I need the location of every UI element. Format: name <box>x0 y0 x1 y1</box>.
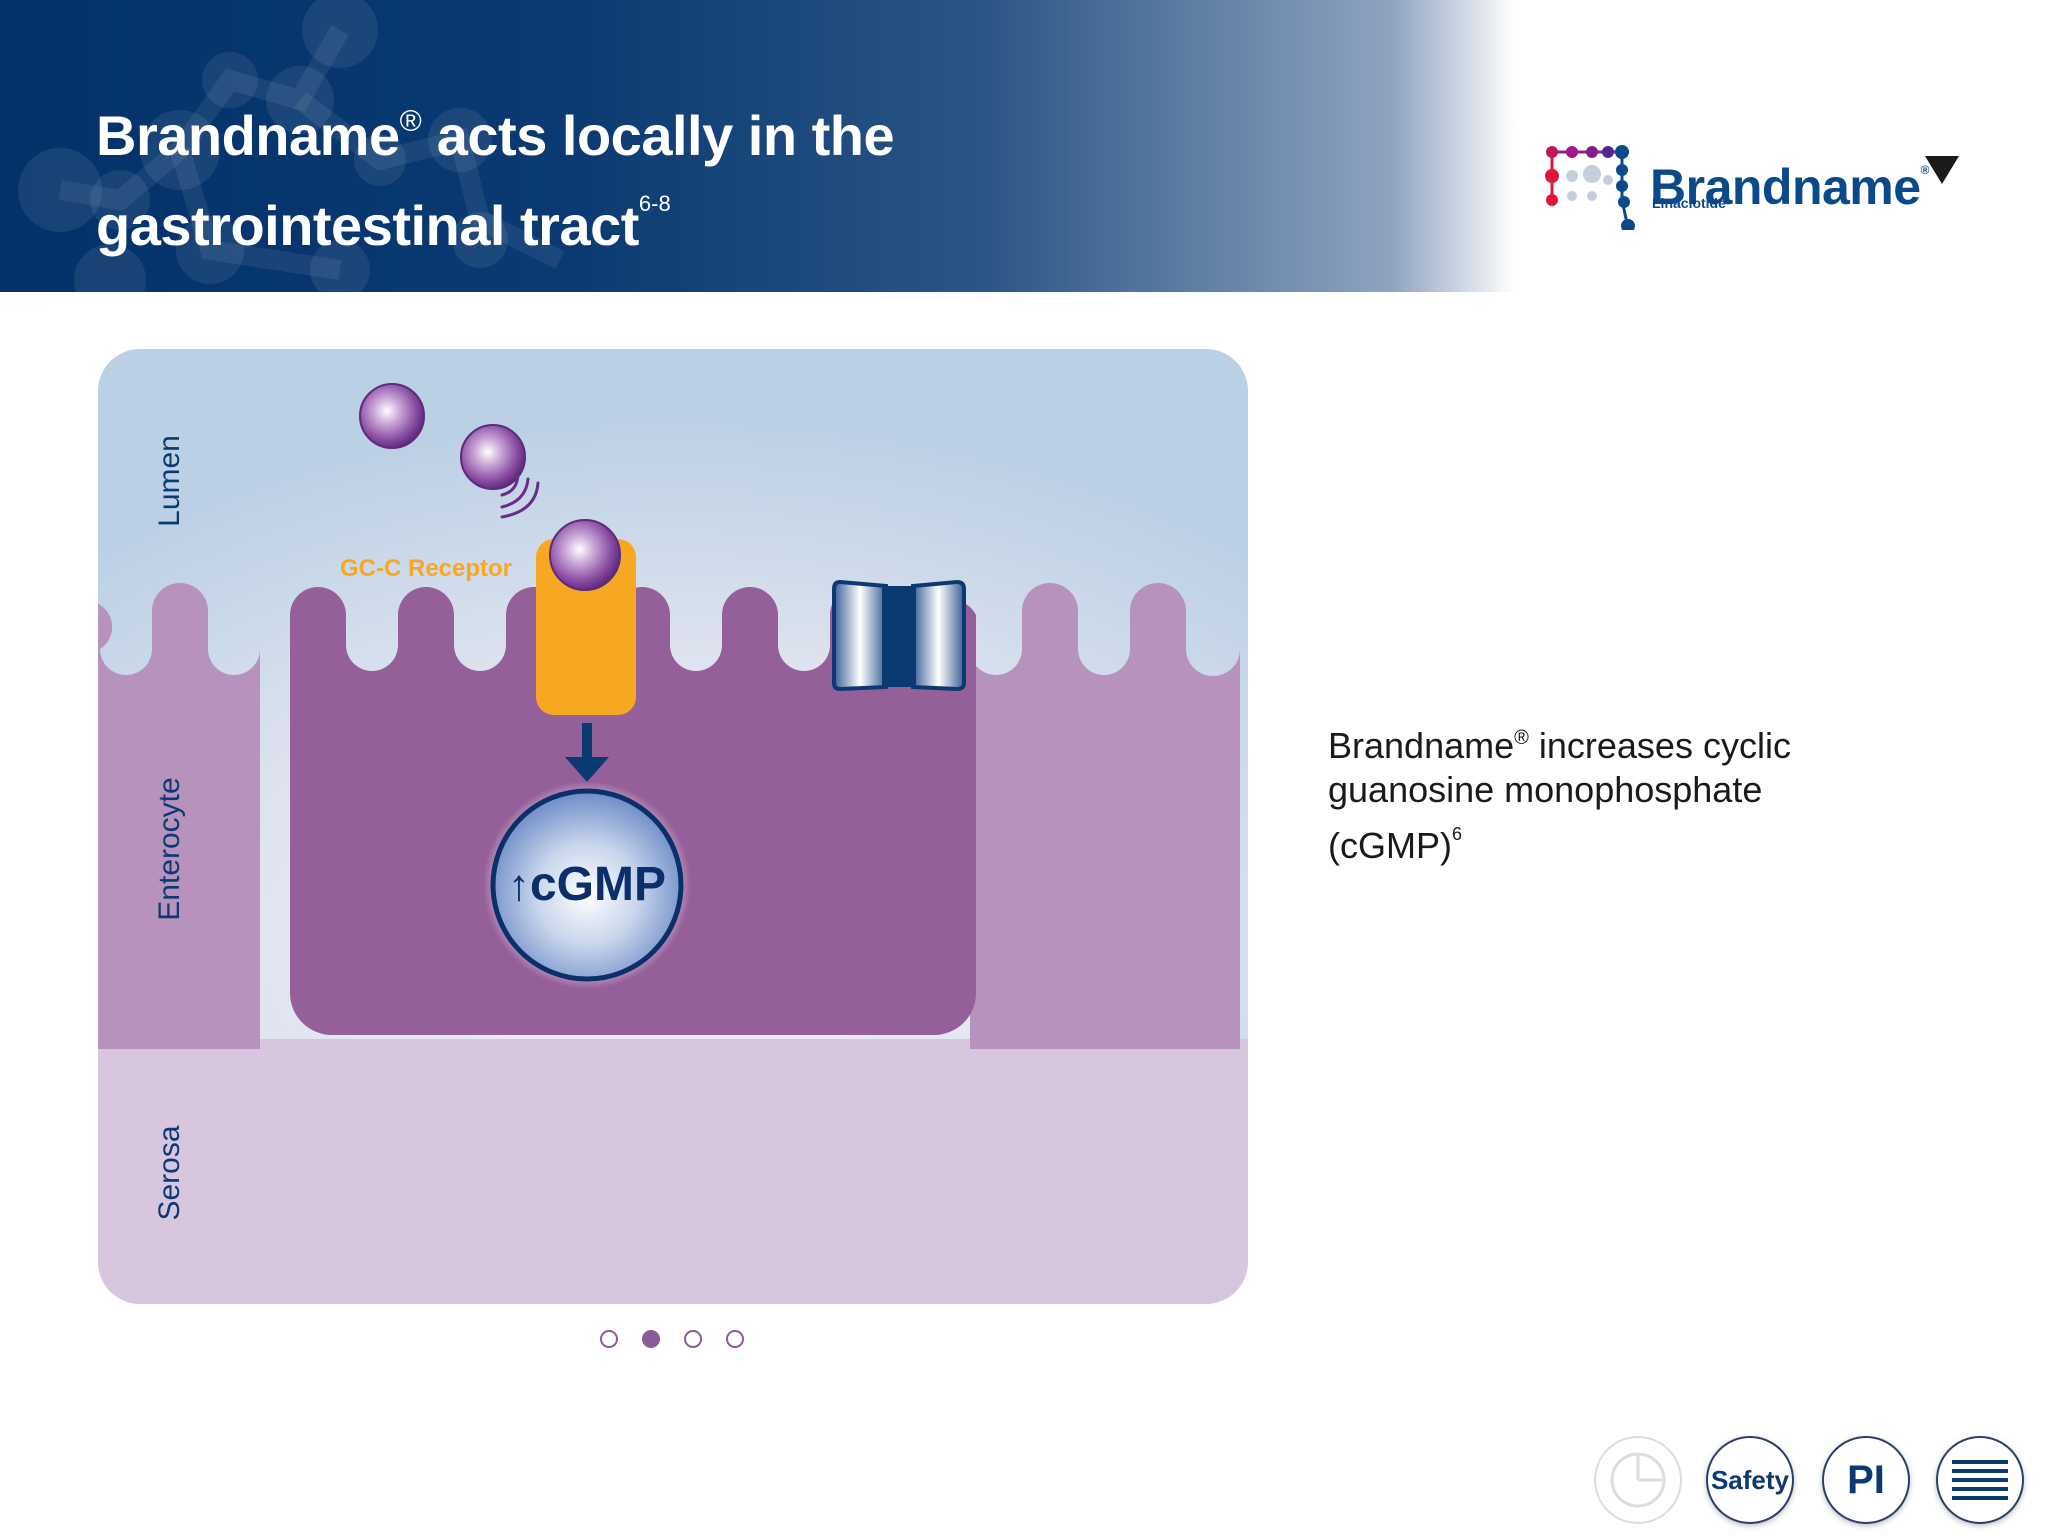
layer-label-serosa: Serosa <box>153 1125 186 1221</box>
receptor-label: GC-C Receptor <box>340 555 513 582</box>
header-banner: Brandname® acts locally in the gastroint… <box>0 0 2048 292</box>
pager-dot-1[interactable] <box>600 1330 618 1348</box>
description-reference: 6 <box>1451 824 1462 844</box>
brand-logo: Brandname® Linaclotide <box>1540 140 1980 240</box>
arrow-up-icon: ↑ <box>507 861 530 910</box>
cgmp-molecule <box>490 788 684 982</box>
logo-wordmark: Brandname® <box>1650 159 1929 215</box>
linaclotide-molecules <box>359 383 621 591</box>
ion-channel <box>832 579 966 692</box>
logo-subtitle: Linaclotide <box>1652 195 1726 211</box>
mechanism-diagram: Lumen Enterocyte Serosa GC-C Receptor ↑c… <box>98 349 1248 1304</box>
page-title: Brandname® acts locally in the gastroint… <box>96 104 895 257</box>
pi-button[interactable]: PI <box>1822 1436 1910 1524</box>
molecule-logo-icon <box>1545 145 1635 230</box>
enterocyte-side-right <box>970 583 1240 1049</box>
menu-lines-icon <box>1952 1460 2008 1500</box>
title-reference: 6-8 <box>638 191 671 216</box>
pager-dot-3[interactable] <box>684 1330 702 1348</box>
description-text: Brandname® increases cyclic guanosine mo… <box>1328 725 1791 866</box>
pie-chart-icon <box>1610 1452 1666 1508</box>
diagram-canvas <box>98 349 1248 1304</box>
signal-arrow-icon <box>565 723 609 782</box>
linaclotide-molecule <box>359 383 425 449</box>
layer-label-enterocyte: Enterocyte <box>153 777 186 921</box>
menu-button[interactable] <box>1936 1436 2024 1524</box>
triangle-down-icon <box>1925 156 1959 184</box>
molecule-background-icon <box>18 0 565 292</box>
cgmp-label: ↑cGMP <box>507 858 667 911</box>
layer-label-lumen: Lumen <box>153 435 186 527</box>
enterocyte-side-left <box>98 583 260 1049</box>
pie-chart-button[interactable] <box>1594 1436 1682 1524</box>
pager-dot-4[interactable] <box>726 1330 744 1348</box>
safety-button[interactable]: Safety <box>1706 1436 1794 1524</box>
gc-c-receptor <box>536 539 636 715</box>
serosa-region <box>98 1039 1248 1304</box>
motion-lines-icon <box>500 471 540 519</box>
linaclotide-molecule <box>460 424 526 490</box>
slide-pager <box>596 1328 756 1354</box>
linaclotide-molecule-bound <box>549 519 621 591</box>
pager-dot-2-active[interactable] <box>642 1330 660 1348</box>
